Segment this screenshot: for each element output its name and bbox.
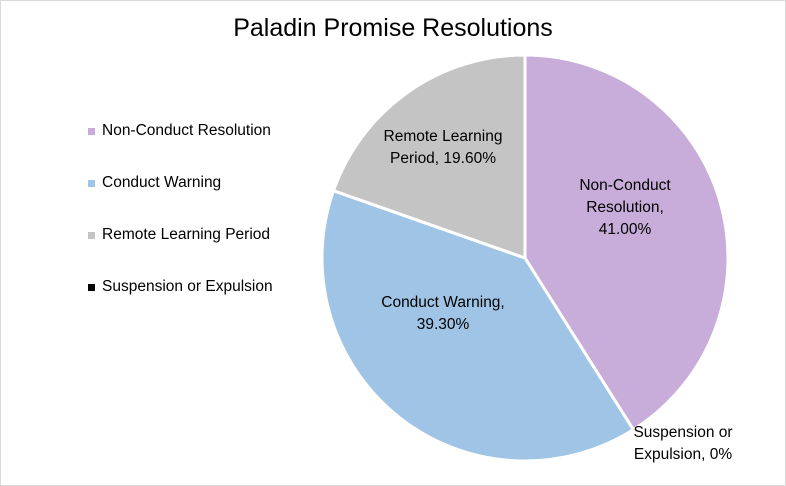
legend-label: Suspension or Expulsion <box>102 278 273 295</box>
legend-item-conduct-warning: Conduct Warning <box>88 172 221 194</box>
legend-item-suspension-or-expulsion: Suspension or Expulsion <box>88 276 273 298</box>
data-label-suspension-or-expulsion: Suspension or Expulsion, 0% <box>633 424 732 463</box>
data-label-remote-learning-period: Remote Learning Period, 19.60% <box>384 128 503 167</box>
legend-swatch <box>88 179 95 187</box>
chart-title: Paladin Promise Resolutions <box>233 14 553 42</box>
legend-label: Conduct Warning <box>102 174 222 191</box>
data-label-non-conduct-resolution: Non-Conduct Resolution, 41.00% <box>579 177 671 238</box>
legend-swatch <box>88 283 95 291</box>
pie-slice-remote-learning-period <box>331 53 527 260</box>
legend-swatch <box>88 127 95 135</box>
legend-label: Non-Conduct Resolution <box>102 122 271 139</box>
pie-slice-conduct-warning <box>320 189 635 463</box>
legend-item-non-conduct-resolution: Non-Conduct Resolution <box>88 120 271 142</box>
legend-swatch <box>88 231 95 239</box>
data-label-conduct-warning: Conduct Warning, 39.30% <box>381 294 505 333</box>
legend-item-remote-learning-period: Remote Learning Period <box>88 224 270 246</box>
legend-label: Remote Learning Period <box>102 226 271 243</box>
